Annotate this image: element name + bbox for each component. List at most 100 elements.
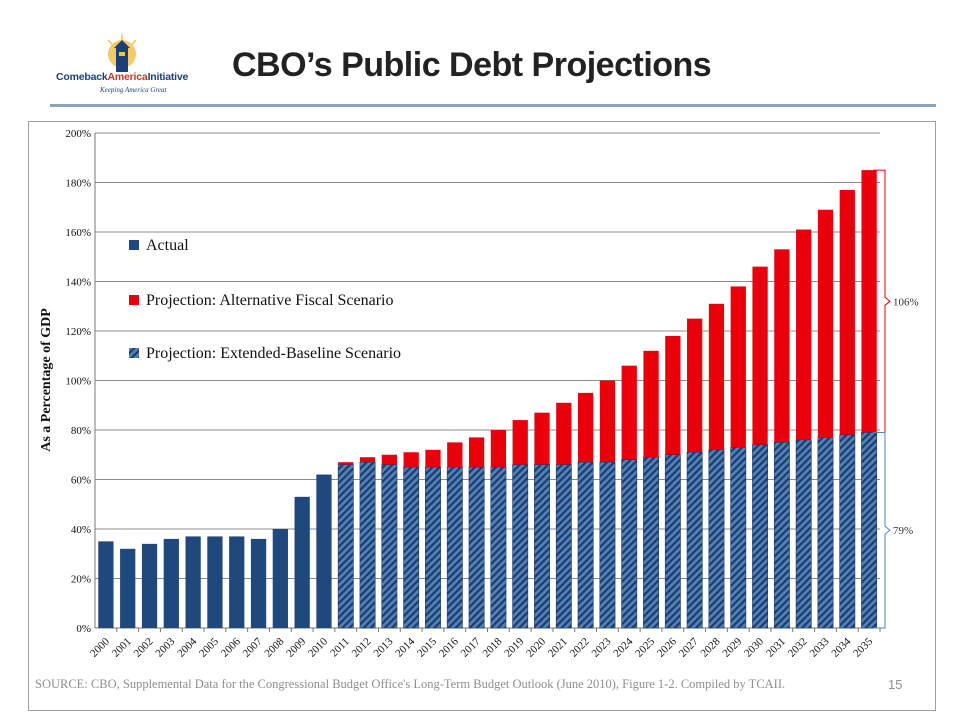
x-tick-label: 2028 bbox=[699, 635, 723, 659]
page-number: 15 bbox=[888, 677, 903, 692]
bar-baseline-2016 bbox=[446, 466, 463, 629]
x-tick-label: 2011 bbox=[328, 636, 352, 660]
annotation-bracket bbox=[873, 431, 891, 629]
x-tick-label: 2018 bbox=[480, 635, 504, 659]
bar-baseline-2035 bbox=[861, 432, 878, 629]
source-note: SOURCE: CBO, Supplemental Data for the C… bbox=[35, 677, 786, 691]
x-tick-label: 2035 bbox=[851, 635, 875, 659]
legend-swatch bbox=[129, 348, 139, 358]
x-tick-label: 2013 bbox=[371, 635, 395, 659]
x-tick-label: 2031 bbox=[764, 636, 788, 660]
page-title: CBO’s Public Debt Projections bbox=[232, 46, 712, 84]
logo-wordmark: ComebackAmericaInitiative bbox=[56, 71, 189, 83]
y-tick-label: 20% bbox=[71, 574, 91, 586]
bar-baseline-2026 bbox=[664, 454, 681, 629]
annotation-label: 79% bbox=[893, 525, 913, 537]
comeback-america-logo: ComebackAmericaInitiative Keeping Americ… bbox=[48, 34, 208, 100]
x-tick-label: 2009 bbox=[284, 635, 308, 659]
bar-actual-2008 bbox=[272, 529, 288, 628]
bar-baseline-2023 bbox=[599, 461, 616, 629]
bar-actual-2007 bbox=[250, 538, 267, 628]
bar-baseline-2027 bbox=[686, 451, 703, 629]
bar-actual-2001 bbox=[120, 548, 136, 628]
x-tick-label: 2022 bbox=[568, 636, 592, 660]
bar-baseline-2018 bbox=[490, 466, 507, 629]
bar-baseline-2034 bbox=[839, 434, 856, 629]
x-tick-label: 2012 bbox=[350, 636, 374, 660]
x-tick-label: 2003 bbox=[153, 635, 177, 659]
y-tick-label: 120% bbox=[65, 326, 91, 338]
x-tick-label: 2023 bbox=[590, 635, 614, 659]
bar-baseline-2032 bbox=[795, 439, 812, 629]
bar-baseline-2017 bbox=[468, 466, 485, 629]
bar-actual-2005 bbox=[207, 536, 223, 628]
x-tick-label: 2007 bbox=[241, 635, 265, 659]
x-tick-label: 2002 bbox=[132, 636, 156, 660]
bar-baseline-2025 bbox=[643, 456, 659, 629]
x-tick-label: 2000 bbox=[88, 635, 112, 659]
bar-baseline-2028 bbox=[708, 449, 725, 629]
y-tick-label: 160% bbox=[65, 227, 91, 239]
legend-swatch bbox=[129, 240, 139, 250]
bar-baseline-2022 bbox=[577, 461, 594, 629]
x-tick-label: 2024 bbox=[611, 635, 635, 659]
x-tick-label: 2006 bbox=[219, 635, 243, 659]
bar-baseline-2011 bbox=[337, 464, 354, 629]
bar-actual-2003 bbox=[163, 538, 179, 628]
bar-baseline-2019 bbox=[512, 464, 529, 629]
y-tick-label: 0% bbox=[76, 623, 91, 635]
x-tick-label: 2004 bbox=[175, 635, 199, 659]
legend-swatch bbox=[129, 295, 139, 305]
bar-baseline-2033 bbox=[817, 437, 834, 629]
bar-baseline-2024 bbox=[621, 459, 638, 629]
annotation-label: 106% bbox=[893, 296, 919, 308]
bar-baseline-2031 bbox=[773, 442, 790, 629]
y-tick-label: 180% bbox=[65, 178, 91, 190]
y-tick-label: 40% bbox=[71, 524, 91, 536]
logo-tagline: Keeping America Great bbox=[100, 86, 167, 94]
x-tick-label: 2033 bbox=[808, 635, 832, 659]
x-tick-label: 2010 bbox=[306, 635, 330, 659]
y-tick-label: 200% bbox=[65, 128, 91, 140]
legend-label: Projection: Alternative Fiscal Scenario bbox=[146, 292, 394, 309]
bar-actual-2009 bbox=[294, 496, 310, 628]
bar-baseline-2030 bbox=[752, 444, 769, 629]
x-tick-label: 2030 bbox=[742, 635, 766, 659]
y-tick-label: 100% bbox=[65, 376, 91, 388]
chart-frame bbox=[28, 121, 936, 711]
bar-actual-2010 bbox=[316, 474, 332, 628]
x-tick-label: 2032 bbox=[786, 636, 810, 660]
x-tick-label: 2005 bbox=[197, 635, 221, 659]
bar-baseline-2013 bbox=[381, 464, 398, 629]
bar-actual-2000 bbox=[98, 541, 114, 628]
bar-baseline-2014 bbox=[403, 466, 420, 629]
x-tick-label: 2016 bbox=[437, 635, 461, 659]
title-divider bbox=[50, 104, 936, 107]
y-tick-label: 80% bbox=[71, 425, 91, 437]
x-tick-label: 2020 bbox=[524, 635, 548, 659]
y-axis-label: As a Percentage of GDP bbox=[39, 308, 54, 452]
x-tick-label: 2001 bbox=[110, 636, 134, 660]
y-tick-label: 140% bbox=[65, 277, 91, 289]
x-tick-label: 2015 bbox=[415, 635, 439, 659]
bar-actual-2004 bbox=[185, 536, 201, 628]
x-tick-label: 2008 bbox=[262, 635, 286, 659]
bar-baseline-2012 bbox=[359, 461, 376, 629]
x-tick-label: 2027 bbox=[677, 635, 701, 659]
legend-label: Projection: Extended-Baseline Scenario bbox=[146, 345, 401, 362]
x-tick-label: 2034 bbox=[829, 635, 853, 659]
x-tick-label: 2025 bbox=[633, 635, 657, 659]
bar-baseline-2021 bbox=[555, 464, 572, 629]
bar-actual-2006 bbox=[229, 536, 245, 628]
bar-baseline-2020 bbox=[534, 464, 550, 629]
x-tick-label: 2029 bbox=[720, 635, 744, 659]
x-tick-label: 2021 bbox=[546, 636, 570, 660]
lighthouse-icon bbox=[107, 34, 137, 72]
legend-label: Actual bbox=[146, 237, 189, 254]
x-tick-label: 2017 bbox=[459, 635, 483, 659]
y-tick-label: 60% bbox=[71, 475, 91, 487]
bar-baseline-2015 bbox=[425, 466, 441, 629]
x-tick-label: 2026 bbox=[655, 635, 679, 659]
x-tick-label: 2014 bbox=[393, 635, 417, 659]
